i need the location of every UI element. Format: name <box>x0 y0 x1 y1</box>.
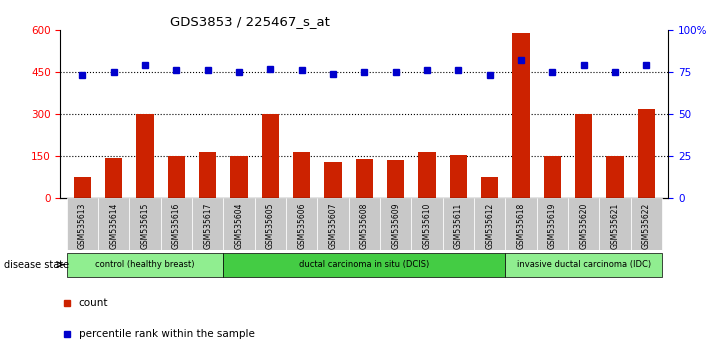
Bar <box>506 253 662 276</box>
Bar <box>137 114 154 198</box>
Text: percentile rank within the sample: percentile rank within the sample <box>79 329 255 339</box>
Bar <box>199 152 216 198</box>
Text: GSM535621: GSM535621 <box>611 202 619 249</box>
Bar <box>317 198 348 250</box>
Text: GSM535612: GSM535612 <box>485 202 494 249</box>
Bar <box>443 198 474 250</box>
Bar <box>387 160 405 198</box>
Bar <box>168 156 185 198</box>
Text: GSM535606: GSM535606 <box>297 202 306 249</box>
Text: GSM535620: GSM535620 <box>579 202 588 249</box>
Bar <box>67 198 98 250</box>
Bar <box>419 152 436 198</box>
Text: GSM535614: GSM535614 <box>109 202 118 249</box>
Bar <box>324 162 342 198</box>
Bar <box>513 33 530 198</box>
Bar <box>192 198 223 250</box>
Bar <box>474 198 506 250</box>
Bar <box>129 198 161 250</box>
Bar <box>481 177 498 198</box>
Bar <box>544 156 561 198</box>
Bar <box>575 114 592 198</box>
Text: GSM535615: GSM535615 <box>141 202 149 249</box>
Bar <box>293 152 310 198</box>
Bar <box>67 253 223 276</box>
Bar <box>568 198 599 250</box>
Bar <box>98 198 129 250</box>
Bar <box>638 109 655 198</box>
Text: GSM535608: GSM535608 <box>360 202 369 249</box>
Bar <box>262 114 279 198</box>
Text: GSM535609: GSM535609 <box>391 202 400 249</box>
Bar <box>230 156 247 198</box>
Bar <box>286 198 317 250</box>
Text: GSM535616: GSM535616 <box>172 202 181 249</box>
Bar <box>380 198 412 250</box>
Text: GSM535619: GSM535619 <box>548 202 557 249</box>
Bar <box>74 177 91 198</box>
Bar <box>412 198 443 250</box>
Text: GSM535604: GSM535604 <box>235 202 244 249</box>
Text: GSM535618: GSM535618 <box>517 202 525 249</box>
Bar <box>606 156 624 198</box>
Text: GSM535622: GSM535622 <box>642 202 651 249</box>
Text: GSM535611: GSM535611 <box>454 202 463 249</box>
Bar <box>506 198 537 250</box>
Text: control (healthy breast): control (healthy breast) <box>95 260 195 269</box>
Bar <box>450 155 467 198</box>
Text: invasive ductal carcinoma (IDC): invasive ductal carcinoma (IDC) <box>517 260 651 269</box>
Text: GSM535605: GSM535605 <box>266 202 275 249</box>
Bar <box>161 198 192 250</box>
Text: GSM535613: GSM535613 <box>78 202 87 249</box>
Text: disease state: disease state <box>4 260 69 270</box>
Text: GSM535610: GSM535610 <box>422 202 432 249</box>
Text: GSM535607: GSM535607 <box>328 202 338 249</box>
Text: GSM535617: GSM535617 <box>203 202 212 249</box>
Bar <box>255 198 286 250</box>
Bar <box>537 198 568 250</box>
Text: count: count <box>79 298 108 308</box>
Bar <box>356 159 373 198</box>
Bar <box>599 198 631 250</box>
Bar <box>223 253 506 276</box>
Text: ductal carcinoma in situ (DCIS): ductal carcinoma in situ (DCIS) <box>299 260 429 269</box>
Bar <box>223 198 255 250</box>
Bar <box>105 158 122 198</box>
Text: GDS3853 / 225467_s_at: GDS3853 / 225467_s_at <box>170 15 330 28</box>
Bar <box>348 198 380 250</box>
Bar <box>631 198 662 250</box>
